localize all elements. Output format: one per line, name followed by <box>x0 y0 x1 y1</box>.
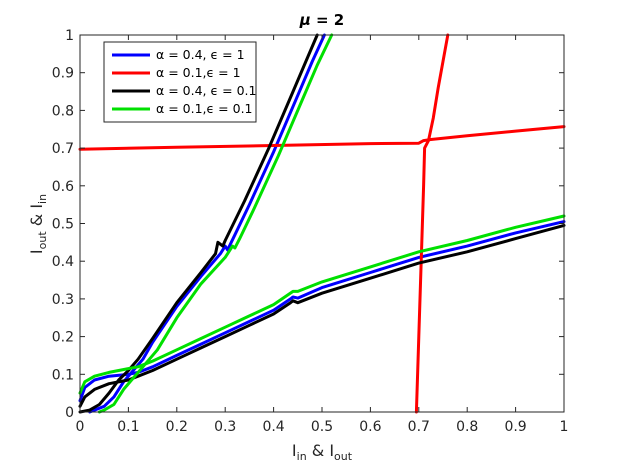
x-axis-label: Iin & Iout <box>292 441 353 463</box>
series-line-1-curve-1 <box>88 33 326 414</box>
y-tick-label: 0.6 <box>52 179 74 195</box>
y-tick-label: 0.1 <box>52 367 74 383</box>
y-tick-label: 0 <box>65 405 74 421</box>
plot-lines <box>78 33 566 414</box>
x-tick-label: 0.2 <box>166 419 188 435</box>
y-tick-label: 0.7 <box>52 141 74 157</box>
x-tick-label: 1 <box>560 419 569 435</box>
y-tick-label: 0.3 <box>52 292 74 308</box>
legend-label: α = 0.4, ϵ = 0.1 <box>156 83 256 98</box>
x-tick-label: 0.8 <box>456 419 478 435</box>
chart-title: μ = 2 <box>299 11 345 29</box>
legend-label: α = 0.1,ϵ = 0.1 <box>156 101 253 116</box>
y-tick-label: 0.4 <box>52 254 74 270</box>
x-tick-label: 0.7 <box>408 419 430 435</box>
y-tick-label: 0.8 <box>52 103 74 119</box>
x-tick-label: 0.9 <box>504 419 526 435</box>
x-tick-label: 0.5 <box>311 419 333 435</box>
x-tick-label: 0.6 <box>359 419 381 435</box>
y-axis-label: Iout & Iin <box>27 194 49 254</box>
x-tick-label: 0 <box>76 419 85 435</box>
x-tick-label: 0.4 <box>262 419 284 435</box>
series-line-3-curve-2 <box>78 223 566 408</box>
series-line-2-curve-1 <box>78 125 566 151</box>
y-tick-label: 0.5 <box>52 217 74 233</box>
legend: α = 0.4, ϵ = 1 α = 0.1,ϵ = 1 α = 0.4, ϵ = … <box>103 41 257 123</box>
x-tick-label: 0.3 <box>214 419 236 435</box>
series-line-2-curve-2 <box>414 33 450 414</box>
series-line-1-curve-2 <box>78 220 566 403</box>
legend-label: α = 0.4, ϵ = 1 <box>156 47 245 62</box>
y-tick-label: 0.2 <box>52 330 74 346</box>
series-line-3-curve-1 <box>78 33 319 414</box>
y-tick-label: 1 <box>65 28 74 44</box>
legend-label: α = 0.1,ϵ = 1 <box>156 65 241 80</box>
axis-ticks: 0 0.1 0.2 0.3 0.4 0.5 0.6 0.7 0.8 0.9 1 0 0.1 0.2 0.3 0… <box>52 28 569 435</box>
y-tick-label: 0.9 <box>52 66 74 82</box>
x-tick-label: 0.1 <box>117 419 139 435</box>
series-line-4-curve-1 <box>97 33 334 414</box>
series-line-4-curve-2 <box>78 214 566 395</box>
